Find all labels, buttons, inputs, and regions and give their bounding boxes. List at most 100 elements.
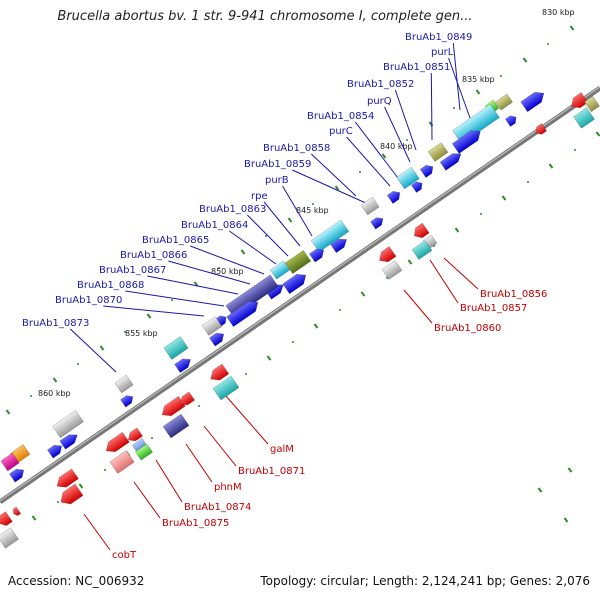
gene-feature[interactable] [177, 391, 196, 408]
gene-feature[interactable] [284, 249, 312, 275]
gene-feature[interactable] [386, 188, 403, 204]
gene-label: BruAb1_0866 [120, 250, 187, 261]
tick-mark [78, 483, 84, 489]
gene-feature[interactable] [427, 142, 449, 162]
tick-dot [104, 469, 106, 471]
gene-feature[interactable] [411, 222, 430, 241]
gene-feature[interactable] [419, 162, 436, 178]
gene-label: BruAb1_0864 [181, 220, 248, 231]
gene-feature[interactable] [370, 215, 386, 230]
tick-mark [407, 259, 413, 265]
gene-feature[interactable] [520, 88, 548, 113]
gene-feature[interactable] [120, 393, 136, 408]
gene-feature[interactable] [57, 483, 84, 508]
gene-feature[interactable] [11, 506, 22, 517]
gene-feature[interactable] [8, 466, 26, 483]
gene-feature[interactable] [504, 113, 518, 127]
tick-mark [266, 355, 272, 361]
gene-feature[interactable] [225, 274, 279, 318]
gene-feature[interactable] [381, 260, 403, 280]
gene-feature[interactable] [109, 450, 135, 474]
gene-label: BruAb1_0858 [263, 143, 330, 154]
gene-feature[interactable] [46, 442, 64, 459]
gene-feature[interactable] [308, 246, 326, 263]
gene-feature[interactable] [159, 395, 186, 420]
gene-feature[interactable] [573, 107, 595, 129]
tick-mark [313, 323, 319, 329]
tick-mark [5, 409, 11, 415]
gene-features[interactable] [0, 88, 600, 549]
gene-feature[interactable] [0, 452, 20, 472]
tick-dot [480, 213, 482, 215]
tick-dot [527, 181, 529, 183]
gene-label: BruAb1_0849 [405, 32, 472, 43]
tick-label: 845 kbp [296, 206, 329, 215]
gene-feature[interactable] [282, 270, 310, 295]
tick-dot [359, 171, 361, 173]
gene-feature[interactable] [451, 127, 484, 154]
gene-feature[interactable] [114, 374, 134, 394]
tick-mark [99, 345, 105, 351]
gene-feature[interactable] [125, 427, 144, 444]
tick-label: 850 kbp [211, 267, 244, 276]
gene-feature[interactable] [226, 297, 262, 328]
tick-mark [146, 313, 152, 319]
gene-feature[interactable] [163, 336, 189, 360]
tick-dot [265, 235, 267, 237]
gene-label: BruAb1_0868 [77, 280, 144, 291]
gene-feature[interactable] [134, 443, 154, 461]
gene-feature[interactable] [411, 240, 433, 260]
gene-feature[interactable] [439, 150, 464, 171]
gene-feature[interactable] [174, 355, 194, 374]
gene-feature[interactable] [59, 431, 80, 450]
tick-mark [287, 217, 293, 223]
gene-feature[interactable] [103, 431, 130, 456]
tick-mark [360, 291, 366, 297]
gene-feature[interactable] [330, 235, 350, 254]
tick-dot [292, 341, 294, 343]
gene-feature[interactable] [201, 316, 223, 336]
gene-feature[interactable] [494, 93, 514, 111]
gene-feature[interactable] [0, 511, 13, 529]
gene-feature[interactable] [54, 468, 79, 491]
gene-feature[interactable] [212, 375, 240, 401]
tick-marks: 830 kbp 835 kbp 840 kbp 845 kbp 850 kbp 855 k… [5, 8, 600, 535]
genome-summary-text: Topology: circular; Length: 2,124,241 bp… [260, 574, 590, 588]
tick-dot [312, 203, 314, 205]
tick-mark [522, 57, 528, 63]
gene-feature[interactable] [162, 413, 190, 439]
map-title: Brucella abortus bv. 1 str. 9-941 chromo… [57, 9, 473, 24]
tick-mark [569, 25, 575, 31]
tick-dot [151, 437, 153, 439]
gene-feature[interactable] [396, 166, 420, 190]
tick-dot [198, 405, 200, 407]
gene-feature[interactable] [52, 409, 84, 439]
tick-mark [567, 467, 573, 473]
gene-label: BruAb1_0852 [347, 79, 414, 90]
gene-label: cobT [112, 550, 137, 561]
gene-feature[interactable] [0, 527, 19, 549]
tick-mark [501, 195, 507, 201]
gene-label: BruAb1_0867 [99, 265, 166, 276]
gene-label: purQ [367, 96, 392, 107]
gene-feature[interactable] [310, 219, 350, 253]
gene-label: BruAb1_0874 [184, 502, 251, 513]
gene-feature[interactable] [376, 246, 397, 266]
tick-mark [52, 377, 58, 383]
gene-label: BruAb1_0857 [460, 303, 527, 314]
tick-dot [453, 107, 455, 109]
gene-feature[interactable] [208, 330, 226, 347]
gene-label: BruAb1_0865 [142, 235, 209, 246]
gene-label: BruAb1_0854 [307, 111, 374, 122]
chromosome-backbone [0, 85, 600, 505]
gene-feature[interactable] [269, 260, 291, 280]
gene-label: BruAb1_0859 [244, 159, 311, 170]
gene-feature[interactable] [533, 123, 548, 136]
tick-dot [30, 395, 32, 397]
gene-feature[interactable] [360, 196, 380, 216]
gene-label: BruAb1_0875 [162, 518, 229, 529]
tick-label: 860 kbp [38, 389, 71, 398]
gene-feature[interactable] [410, 179, 424, 193]
gene-feature[interactable] [207, 363, 230, 384]
